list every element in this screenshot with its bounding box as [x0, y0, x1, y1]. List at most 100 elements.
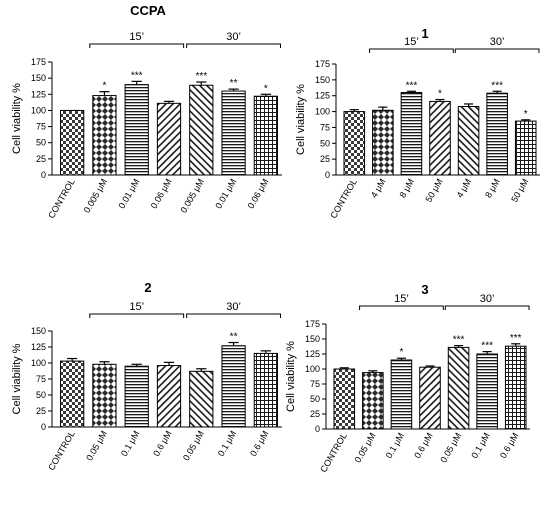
- bar: [60, 360, 85, 428]
- bar: [124, 84, 149, 176]
- x-tick-label: 0.06 μM: [149, 177, 174, 210]
- x-tick-label: CONTROL: [46, 429, 77, 472]
- x-tick-label: 0.05 μM: [438, 431, 463, 464]
- x-tick-label: 0.6 μM: [498, 431, 521, 460]
- time-bracket: [89, 43, 185, 48]
- bar: [221, 345, 246, 428]
- y-tick-label: 50: [36, 390, 46, 400]
- y-tick-label: 150: [31, 326, 46, 336]
- bar: [504, 345, 527, 430]
- x-tick-label: 0.1 μM: [119, 429, 142, 458]
- bar: [457, 105, 480, 176]
- significance-mark: **: [230, 332, 238, 343]
- y-tick-label: 175: [305, 319, 320, 329]
- y-tick-label: 175: [31, 57, 46, 67]
- bar: [189, 84, 214, 176]
- x-tick-label: 0.05 μM: [181, 429, 206, 462]
- significance-mark: *: [399, 347, 403, 358]
- x-tick-label: 0.6 μM: [151, 429, 174, 458]
- time-group-label: 15’: [394, 293, 409, 305]
- time-bracket: [186, 313, 281, 318]
- time-group-label: 15’: [129, 31, 144, 43]
- bar: [189, 370, 214, 428]
- significance-mark: ***: [491, 80, 503, 91]
- chart-panel-3: 3 0 25 50 75 100 125 150 175 Cell viability % CONT…: [285, 282, 530, 474]
- y-tick-label: 75: [310, 379, 320, 389]
- x-tick-label: 0.6 μM: [248, 429, 271, 458]
- time-group-label: 15’: [129, 301, 144, 313]
- x-tick-label: 0.1 μM: [384, 431, 407, 460]
- x-tick-label: 0.1 μM: [469, 431, 492, 460]
- y-axis-label: Cell viability %: [11, 83, 23, 154]
- y-axis-label: Cell viability %: [11, 343, 23, 414]
- bar: [253, 95, 278, 176]
- y-tick-label: 0: [41, 422, 46, 432]
- x-tick-label: 4 μM: [369, 177, 388, 199]
- bar: [221, 90, 246, 176]
- x-tick-label: 0.1 μM: [216, 429, 239, 458]
- x-tick-label: 0.05 μM: [84, 429, 109, 462]
- significance-mark: ***: [453, 335, 465, 346]
- significance-mark: ***: [481, 341, 493, 352]
- y-tick-label: 25: [320, 154, 330, 164]
- x-tick-label: 0.05 μM: [353, 431, 378, 464]
- bar: [156, 365, 182, 428]
- chart-panel-2: 2 0 25 50 75 100 125 150 Cell viability % CONTROL…: [11, 280, 282, 472]
- y-tick-label: 125: [305, 349, 320, 359]
- y-tick-label: 125: [315, 91, 330, 101]
- time-bracket: [359, 305, 444, 310]
- y-tick-label: 0: [325, 170, 330, 180]
- y-tick-label: 75: [36, 122, 46, 132]
- y-tick-label: 150: [305, 334, 320, 344]
- significance-mark: *: [264, 83, 268, 94]
- y-tick-label: 175: [315, 59, 330, 69]
- bar: [514, 120, 537, 176]
- chart-panel-0: CCPA 0 25 50 75 100 125 150 175 Cell viability % C…: [11, 3, 282, 220]
- y-tick-label: 50: [310, 394, 320, 404]
- y-tick-label: 150: [31, 73, 46, 83]
- x-tick-label: CONTROL: [318, 431, 349, 474]
- bar: [362, 372, 384, 430]
- x-tick-label: 0.01 μM: [116, 177, 141, 210]
- x-tick-label: 50 μM: [423, 177, 444, 204]
- significance-mark: ***: [195, 71, 207, 82]
- x-tick-label: 0.6 μM: [412, 431, 435, 460]
- y-tick-label: 25: [310, 409, 320, 419]
- bar: [124, 365, 149, 428]
- bar: [92, 95, 117, 176]
- x-tick-label: 0.06 μM: [246, 177, 271, 210]
- time-bracket: [454, 48, 540, 53]
- significance-mark: **: [230, 78, 238, 89]
- bar: [92, 363, 117, 428]
- bar: [390, 359, 413, 430]
- time-group-label: 30’: [490, 36, 505, 48]
- time-bracket: [186, 43, 281, 48]
- x-tick-label: CONTROL: [328, 177, 359, 220]
- x-tick-label: CONTROL: [46, 177, 77, 220]
- chart-title: 2: [144, 280, 151, 295]
- y-tick-label: 100: [315, 107, 330, 117]
- y-tick-label: 125: [31, 89, 46, 99]
- y-tick-label: 75: [320, 122, 330, 132]
- x-tick-label: 0.005 μM: [178, 177, 206, 215]
- x-tick-label: 8 μM: [397, 177, 416, 199]
- y-tick-label: 50: [36, 138, 46, 148]
- y-axis-label: Cell viability %: [285, 341, 297, 412]
- y-tick-label: 25: [36, 154, 46, 164]
- bar: [60, 109, 85, 176]
- time-group-label: 15’: [404, 36, 419, 48]
- time-group-label: 30’: [480, 293, 495, 305]
- time-bracket: [89, 313, 185, 318]
- y-tick-label: 100: [31, 105, 46, 115]
- y-tick-label: 50: [320, 138, 330, 148]
- x-tick-label: 8 μM: [483, 177, 502, 199]
- bar: [486, 92, 508, 176]
- significance-mark: ***: [406, 80, 418, 91]
- bar: [400, 92, 423, 176]
- bar: [429, 100, 451, 176]
- chart-title: CCPA: [130, 3, 166, 18]
- y-tick-label: 150: [315, 75, 330, 85]
- time-group-label: 30’: [226, 301, 241, 313]
